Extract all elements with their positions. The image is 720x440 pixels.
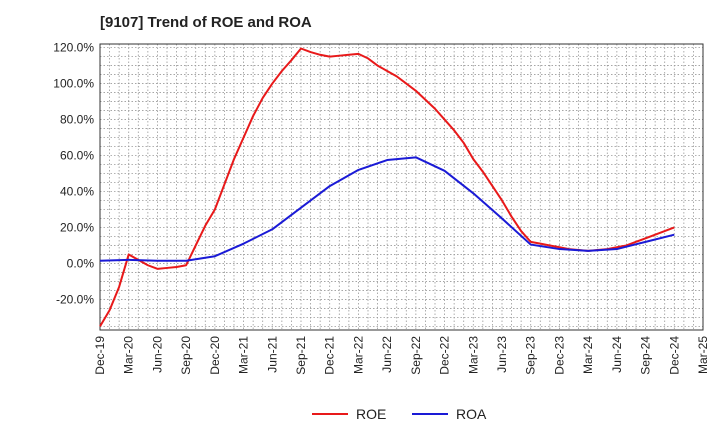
x-tick-label: Dec-23 (552, 336, 566, 375)
y-tick-label: 40.0% (60, 184, 94, 198)
x-tick-label: Dec-22 (438, 336, 452, 375)
x-axis-tick-labels: Dec-19 Mar-20 Jun-20 Sep-20 Dec-20 Mar-21 Jun-… (93, 336, 710, 375)
x-tick-label: Mar-21 (237, 336, 251, 374)
y-tick-label: 80.0% (60, 113, 94, 127)
plot-border (99, 43, 704, 331)
plot-frame (99, 43, 704, 331)
y-tick-label: 120.0% (53, 41, 94, 55)
chart-title: [9107] Trend of ROE and ROA (100, 14, 312, 31)
y-axis-tick-labels: 120.0% 100.0% 80.0% 60.0% 40.0% 20.0% 0.0% -20.… (53, 41, 94, 307)
y-tick-label: 100.0% (53, 77, 94, 91)
x-tick-label: Sep-20 (179, 336, 193, 375)
x-tick-label: Mar-20 (122, 336, 136, 374)
x-tick-label: Dec-21 (323, 336, 337, 375)
x-tick-label: Jun-23 (495, 336, 509, 373)
x-tick-label: Dec-19 (93, 336, 107, 375)
x-tick-label: Mar-25 (696, 336, 710, 374)
x-tick-label: Sep-21 (294, 336, 308, 375)
x-tick-label: Dec-20 (208, 336, 222, 375)
x-tick-label: Jun-20 (150, 336, 164, 373)
y-tick-label: 0.0% (67, 256, 95, 270)
x-tick-label: Sep-23 (524, 336, 538, 375)
x-tick-label: Dec-24 (667, 336, 681, 375)
grid-lines (99, 44, 704, 330)
x-tick-label: Mar-23 (466, 336, 480, 374)
x-tick-label: Jun-21 (265, 336, 279, 373)
series-lines (99, 47, 675, 327)
x-tick-label: Jun-24 (610, 336, 624, 373)
legend: ROE ROA (312, 406, 487, 422)
legend-label-roe: ROE (356, 406, 386, 422)
x-tick-label: Sep-22 (409, 336, 423, 375)
x-tick-label: Jun-22 (380, 336, 394, 373)
y-tick-label: 20.0% (60, 220, 94, 234)
legend-label-roa: ROA (456, 406, 487, 422)
x-tick-label: Mar-24 (581, 336, 595, 374)
y-tick-label: -20.0% (56, 292, 94, 306)
x-tick-label: Sep-24 (639, 336, 653, 375)
series-line-roa (99, 156, 675, 262)
y-tick-label: 60.0% (60, 149, 94, 163)
x-tick-label: Mar-22 (351, 336, 365, 374)
